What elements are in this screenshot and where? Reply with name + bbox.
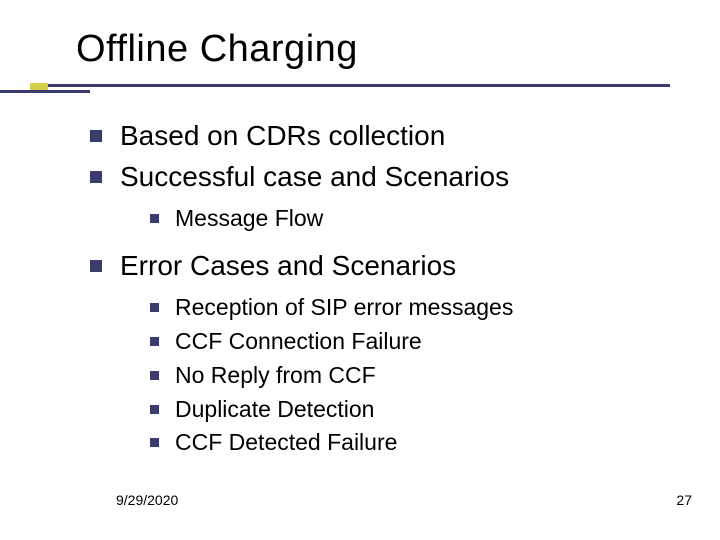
list-item-label: CCF Connection Failure [175,327,422,357]
list-item-label: Successful case and Scenarios [120,159,509,194]
list-item-label: Based on CDRs collection [120,118,445,153]
square-bullet-icon [150,438,159,447]
list-item-label: CCF Detected Failure [175,428,397,458]
sublist: Reception of SIP error messages CCF Conn… [150,293,680,458]
slide-title: Offline Charging [76,28,358,71]
square-bullet-icon [150,405,159,414]
underline-long [30,84,670,87]
list-item-label: No Reply from CCF [175,361,376,391]
sublist: Message Flow [150,204,680,234]
square-bullet-icon [150,303,159,312]
list-item: Successful case and Scenarios [90,159,680,194]
slide: Offline Charging Based on CDRs collectio… [0,0,720,540]
list-item: Based on CDRs collection [90,118,680,153]
footer-date: 9/29/2020 [116,492,178,508]
square-bullet-icon [150,214,159,223]
list-item-label: Reception of SIP error messages [175,293,513,323]
square-bullet-icon [90,171,102,183]
list-item: No Reply from CCF [150,361,680,391]
list-item-label: Message Flow [175,204,323,234]
list-item: Error Cases and Scenarios [90,248,680,283]
underline-short [0,90,90,93]
list-item-label: Error Cases and Scenarios [120,248,456,283]
square-bullet-icon [150,371,159,380]
list-item: CCF Detected Failure [150,428,680,458]
footer-page-number: 27 [676,492,692,508]
list-item: Message Flow [150,204,680,234]
square-bullet-icon [150,337,159,346]
list-item-label: Duplicate Detection [175,395,374,425]
slide-body: Based on CDRs collection Successful case… [90,118,680,472]
list-item: Reception of SIP error messages [150,293,680,323]
list-item: CCF Connection Failure [150,327,680,357]
square-bullet-icon [90,130,102,142]
square-bullet-icon [90,260,102,272]
list-item: Duplicate Detection [150,395,680,425]
